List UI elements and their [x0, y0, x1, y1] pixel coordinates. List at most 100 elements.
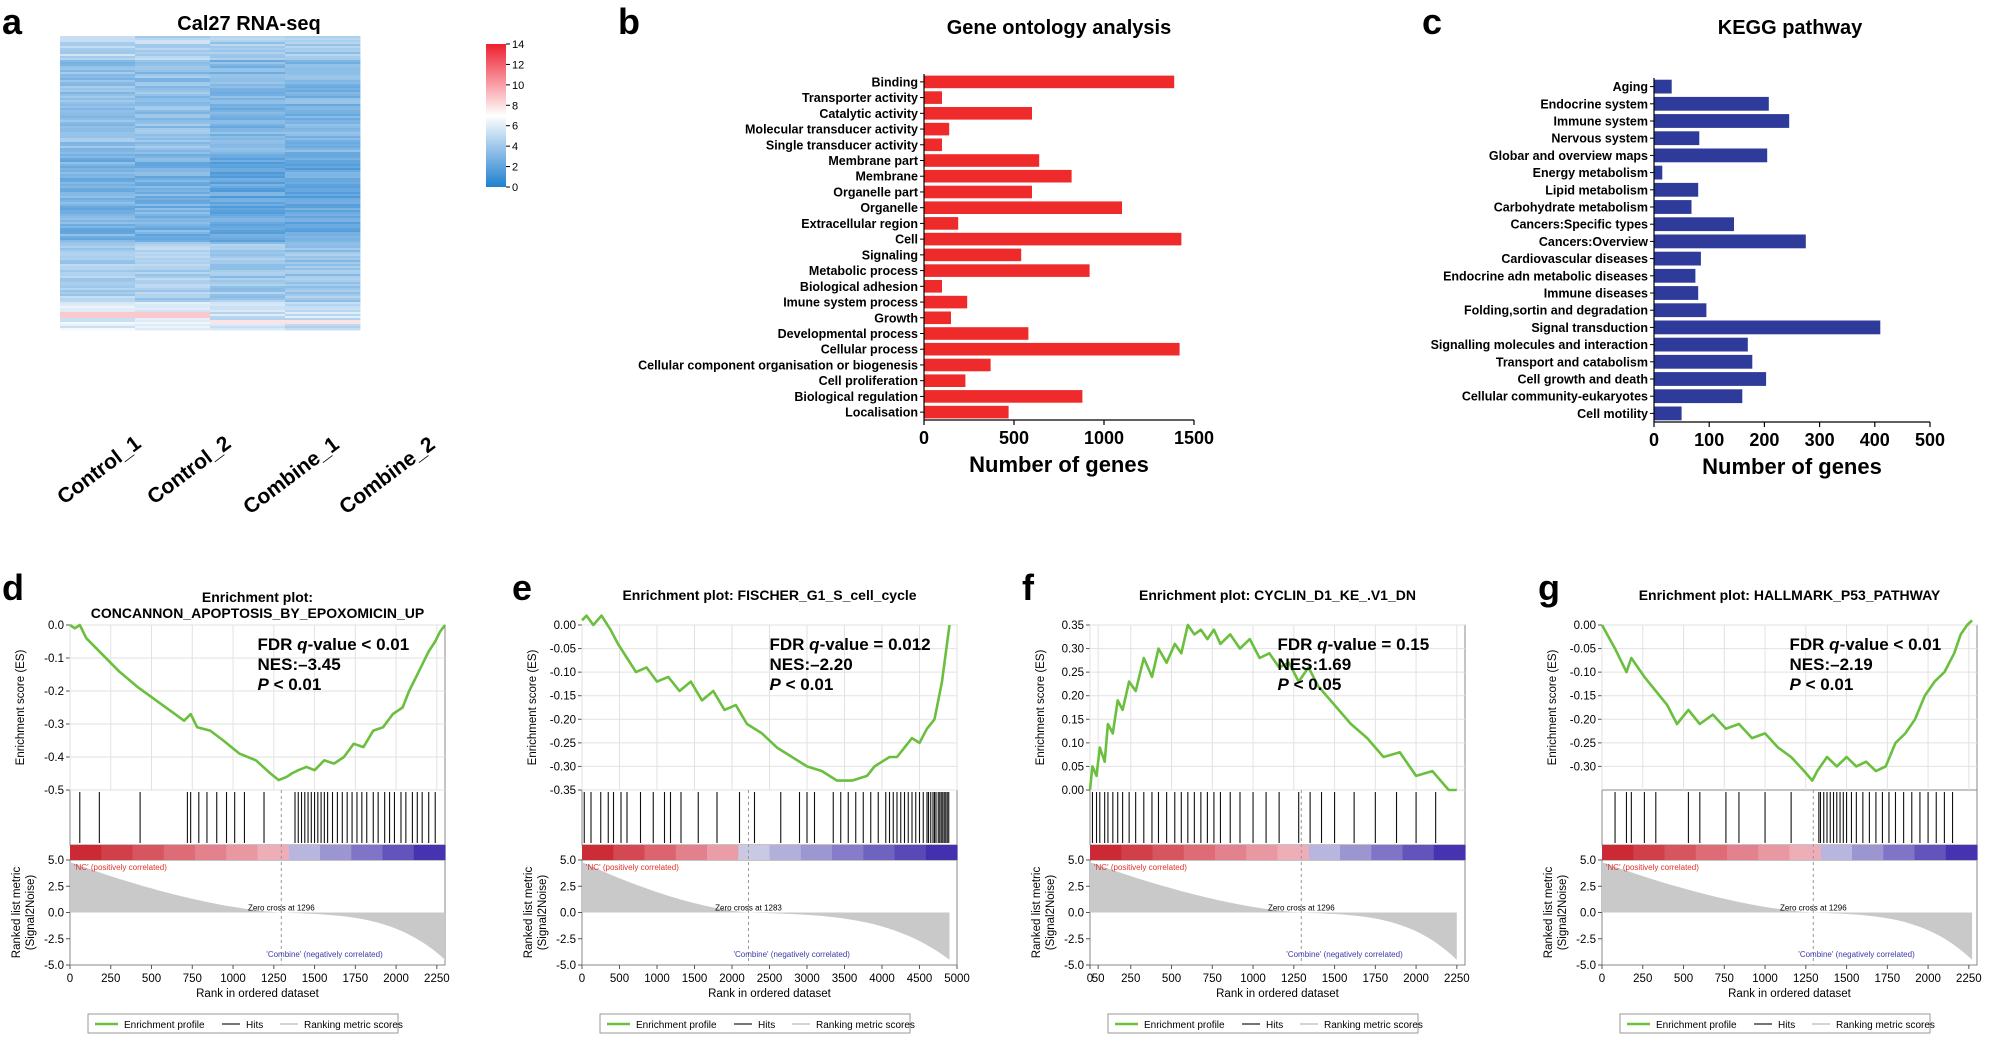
heatmap-cell: [210, 280, 286, 283]
heatmap-cell: [285, 304, 361, 307]
heatmap-cell: [60, 162, 136, 165]
heatmap-cell: [135, 200, 211, 203]
legend-box: [1619, 1013, 1931, 1034]
heatmap-cell: [135, 314, 211, 317]
positive-corr-label: 'NC' (positively correlated): [74, 863, 167, 872]
heatmap-cell: [210, 198, 286, 201]
bar: [1654, 148, 1768, 163]
heatmap-cell: [60, 272, 136, 275]
heatmap-cell: [60, 80, 136, 83]
rank-color-segment: [1695, 845, 1728, 860]
heatmap-cell: [285, 180, 361, 183]
negative-corr-label: 'Combine' (negatively correlated): [1286, 950, 1403, 959]
panel-a-letter: a: [2, 1, 23, 42]
x-tick-label: 1750: [1363, 973, 1389, 985]
heatmap-cell: [60, 238, 136, 241]
heatmap-cell: [60, 184, 136, 187]
metric-y-axis-label: Ranked list metric: [523, 867, 535, 959]
heatmap-cell: [60, 216, 136, 219]
heatmap-cell: [60, 136, 136, 139]
heatmap-cell: [60, 38, 136, 41]
heatmap-cell: [60, 126, 136, 129]
heatmap-cell: [210, 286, 286, 289]
heatmap-cell: [210, 128, 286, 131]
metric-y-tick-label: 0.0: [560, 908, 576, 920]
heatmap-cell: [285, 198, 361, 201]
heatmap-cell: [135, 326, 211, 329]
metric-y-axis-label: Ranked list metric: [11, 867, 23, 959]
fdr-annotation: FDR q-value = 0.012: [770, 635, 931, 654]
heatmap-cell: [60, 214, 136, 217]
heatmap-cell: [285, 188, 361, 191]
heatmap-cell: [285, 228, 361, 231]
heatmap-cell: [135, 104, 211, 107]
es-y-tick-label: -0.25: [550, 738, 576, 750]
heatmap-cell: [210, 272, 286, 275]
heatmap-cell: [135, 122, 211, 125]
heatmap-cell: [285, 64, 361, 67]
heatmap-cell: [60, 196, 136, 199]
es-curve: [69, 623, 447, 782]
heatmap-cell: [210, 320, 286, 323]
heatmap-cell: [60, 180, 136, 183]
metric-y-tick-label: -5.0: [556, 960, 576, 972]
colorbar-tick-label: 10: [512, 80, 524, 92]
heatmap-cell: [60, 54, 136, 57]
es-y-tick-label: 0.15: [1062, 714, 1084, 726]
es-y-tick-label: -0.20: [1570, 714, 1596, 726]
heatmap-cell: [135, 302, 211, 305]
colorbar-tick-label: 6: [512, 121, 518, 133]
heatmap-cell: [60, 326, 136, 329]
heatmap-cell: [210, 94, 286, 97]
heatmap-column-labels: Control_1 Control_2 Combine_1 Combine_2: [53, 431, 439, 519]
heatmap-cell: [285, 200, 361, 203]
gsea-plot-g: Enrichment plot: HALLMARK_P53_PATHWAY 0.0…: [1543, 587, 1982, 1034]
heatmap-cell: [60, 158, 136, 161]
heatmap-cell: [60, 248, 136, 251]
heatmap-cell: [210, 214, 286, 217]
heatmap-cell: [60, 304, 136, 307]
heatmap-cell: [285, 314, 361, 317]
bar: [924, 138, 942, 152]
heatmap-cell: [135, 158, 211, 161]
heatmap-cell: [210, 282, 286, 285]
heatmap-cell: [60, 260, 136, 263]
heatmap-cell: [60, 320, 136, 323]
heatmap-cell: [60, 210, 136, 213]
heatmap-cell: [60, 92, 136, 95]
heatmap-cell: [285, 146, 361, 149]
legend-label: Ranking metric scores: [304, 1020, 403, 1031]
bar: [924, 169, 1072, 183]
metric-y-tick-label: 0.0: [48, 908, 64, 920]
negative-corr-label: 'Combine' (negatively correlated): [1798, 950, 1915, 959]
heatmap-cell: [285, 104, 361, 107]
heatmap-cell: [210, 158, 286, 161]
kegg-bar-chart: KEGG pathway Aging Endocrine system Immune …: [1431, 17, 1945, 479]
heatmap-cell: [60, 226, 136, 229]
rank-color-segment: [1277, 845, 1310, 860]
heatmap-cell: [135, 280, 211, 283]
heatmap-cell: [210, 168, 286, 171]
heatmap-cell: [285, 264, 361, 267]
heatmap-cell: [210, 254, 286, 257]
heatmap-cell: [285, 302, 361, 305]
heatmap-cell: [60, 308, 136, 311]
heatmap-cell: [135, 262, 211, 265]
es-y-tick-label: -0.05: [550, 644, 576, 656]
x-axis-label: Rank in ordered dataset: [1728, 988, 1852, 1000]
heatmap-cell: [135, 308, 211, 311]
category-label: Endocrine system: [1540, 97, 1648, 111]
gsea-plot-e: Enrichment plot: FISCHER_G1_S_cell_cycle…: [523, 587, 970, 1034]
positive-corr-label: 'NC' (positively correlated): [586, 863, 679, 872]
heatmap-cell: [60, 300, 136, 303]
panel-f: f Enrichment plot: CYCLIN_D1_KE_.V1_DN 0.…: [1022, 567, 1470, 1034]
heatmap-cell: [285, 68, 361, 71]
heatmap-cell: [285, 70, 361, 73]
nes-annotation: NES:1.69: [1278, 655, 1352, 674]
rank-color-segment: [413, 845, 446, 860]
heatmap-cell: [210, 224, 286, 227]
heatmap-cell: [210, 84, 286, 87]
nes-annotation: NES:–3.45: [258, 655, 341, 674]
heatmap-cell: [210, 122, 286, 125]
heatmap-cell: [285, 184, 361, 187]
